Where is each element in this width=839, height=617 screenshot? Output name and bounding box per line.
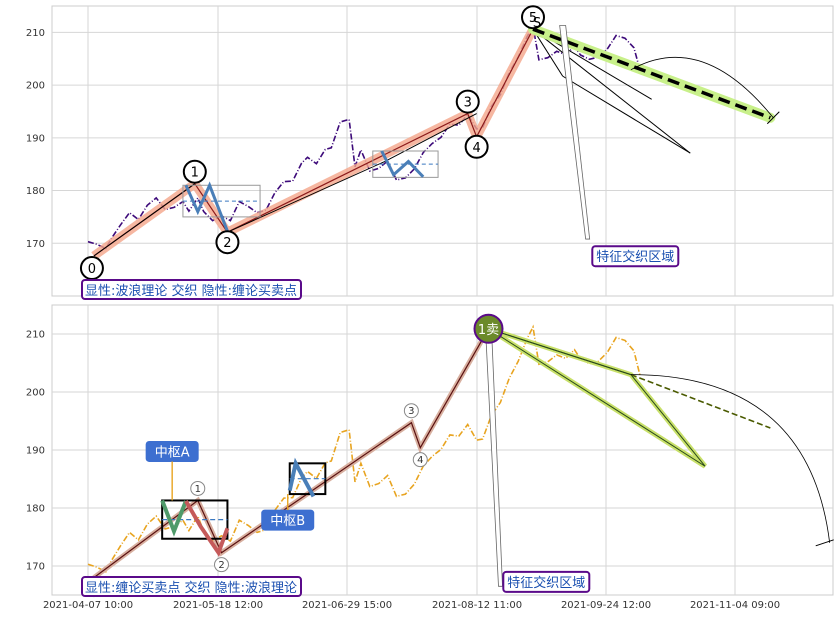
s-label: S — [533, 16, 541, 31]
y-tick-label: 210 — [26, 330, 45, 341]
chan-point-marker — [190, 480, 206, 496]
trend-line — [227, 161, 385, 233]
caption-label: 显性:波浪理论 交织 隐性:缠论买卖点 — [85, 283, 297, 299]
feature-zone-box — [502, 570, 591, 593]
x-tick-label: 2021-11-04 09:00 — [690, 600, 780, 611]
chan-point-label: 4 — [417, 455, 423, 466]
chan-point-marker — [214, 557, 229, 573]
marker-pin — [559, 25, 591, 240]
y-tick-label: 200 — [26, 81, 45, 92]
bottom-series — [87, 324, 834, 587]
wave-point-marker — [521, 5, 545, 30]
arc-line — [630, 56, 774, 119]
price-series-line — [87, 324, 641, 573]
feature-zone-label: 特征交织区域 — [507, 575, 585, 591]
wave-point-marker — [464, 134, 489, 159]
x-axis-ticks: 2021-04-07 10:00 2021-05-18 12:00 2021-06-… — [43, 600, 780, 611]
wave-point-label: 5 — [529, 11, 537, 26]
wave-point-label: 4 — [472, 141, 480, 156]
y-tick-label: 180 — [26, 504, 45, 515]
y-tick-label: 190 — [26, 446, 45, 457]
caption-box — [81, 576, 302, 597]
x-tick-label: 2021-08-12 11:00 — [432, 600, 522, 611]
y-tick-label: 200 — [26, 388, 45, 399]
chan-point-marker — [403, 403, 419, 419]
wave-point-marker — [182, 159, 207, 184]
segment-stroke — [184, 181, 229, 232]
x-tick-label: 2021-09-24 12:00 — [561, 600, 651, 611]
sell-point-label: 1卖 — [478, 323, 499, 338]
top-series — [87, 23, 780, 260]
wave-point-label: 3 — [464, 96, 472, 111]
bottom-marks: 中枢A中枢B012341卖特征交织区域显性:缠论买卖点 交织 隐性:波浪理论 — [81, 313, 591, 598]
zhongshu-stroke — [287, 457, 316, 498]
feature-zone-label: 特征交织区域 — [596, 249, 674, 265]
arc-line — [630, 374, 831, 543]
zhongshu-stroke — [184, 499, 230, 558]
feature-zone-box — [591, 245, 680, 268]
y-tick-label: 210 — [26, 28, 45, 39]
x-tick-label: 2021-06-29 15:00 — [302, 600, 392, 611]
wave-point-label: 2 — [223, 236, 231, 251]
projection-line — [562, 75, 691, 154]
wave-point-label: 0 — [88, 262, 96, 277]
y-tick-label: 190 — [26, 133, 45, 144]
chan-point-label: 3 — [408, 406, 414, 417]
arc-tick — [766, 111, 780, 125]
wave-point-marker — [455, 89, 480, 114]
caption-label: 显性:缠论买卖点 交织 隐性:波浪理论 — [85, 580, 297, 596]
wave-point-marker — [215, 230, 240, 255]
zhongshu-stroke — [160, 499, 188, 537]
projection-dashed — [630, 373, 771, 429]
chan-point-label: 1 — [195, 484, 201, 495]
top-panel-frame — [51, 5, 834, 297]
chan-point-marker — [412, 452, 428, 468]
projection-line — [488, 328, 632, 376]
wave-point-label: 1 — [191, 166, 199, 181]
trend-line — [384, 113, 477, 162]
segment-stroke — [380, 150, 425, 178]
zhongshu-tag-label: 中枢A — [155, 445, 190, 460]
y-tick-label: 170 — [26, 562, 45, 573]
x-tick-label: 2021-05-18 12:00 — [173, 600, 263, 611]
target-dashed-line — [532, 27, 771, 120]
y-tick-label: 170 — [26, 239, 45, 250]
projection-line — [532, 28, 691, 154]
projection-line — [532, 28, 564, 77]
caption-box — [81, 279, 302, 300]
chan-point-label: 2 — [218, 560, 224, 571]
y-tick-label: 180 — [26, 186, 45, 197]
trend-line — [93, 183, 196, 257]
sell-point-marker — [473, 313, 504, 344]
zhongshu-tag-label: 中枢B — [270, 514, 305, 529]
bottom-y-ticks: 170 180 190 200 210 — [26, 330, 45, 573]
x-tick-label: 2021-04-07 10:00 — [43, 600, 133, 611]
arc-tick — [815, 539, 834, 547]
top-y-ticks: 170 180 190 200 210 — [26, 28, 45, 250]
